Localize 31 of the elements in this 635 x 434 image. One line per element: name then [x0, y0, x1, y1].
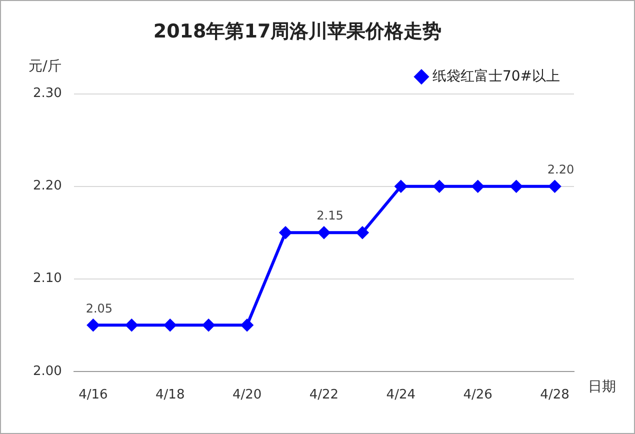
- data-label: 2.15: [316, 208, 344, 223]
- point: [87, 319, 100, 332]
- point: [164, 319, 176, 332]
- y-tick-label: 2.10: [32, 271, 62, 286]
- x-axis-title: 日期: [588, 379, 616, 396]
- x-tick-label: 4/18: [156, 388, 185, 403]
- y-axis-title: 元/斤: [28, 58, 62, 74]
- point: [241, 319, 254, 332]
- data-label: 2.20: [547, 162, 574, 176]
- point: [202, 319, 215, 332]
- y-tick-label: 2.00: [32, 364, 62, 379]
- x-tick-label: 4/24: [386, 388, 416, 403]
- point: [394, 180, 407, 192]
- y-tick-label: 2.30: [32, 86, 62, 102]
- point: [472, 180, 484, 192]
- point: [356, 226, 368, 239]
- data-label: 2.05: [86, 301, 113, 316]
- legend-label: 纸袋红富士70#以上: [432, 68, 560, 84]
- x-tick-label: 4/28: [540, 388, 570, 403]
- x-tick-label: 4/16: [78, 388, 108, 403]
- point: [126, 319, 138, 332]
- point: [548, 180, 561, 192]
- y-tick-label: 2.20: [32, 178, 62, 194]
- point: [318, 226, 330, 239]
- point: [510, 180, 522, 192]
- point: [280, 226, 292, 239]
- chart-title: 2018年第17周洛川苹果价格走势: [153, 20, 442, 42]
- x-tick-label: 4/20: [232, 388, 262, 403]
- x-tick-label: 4/26: [463, 388, 492, 403]
- point: [433, 180, 446, 192]
- x-tick-label: 4/22: [309, 388, 339, 403]
